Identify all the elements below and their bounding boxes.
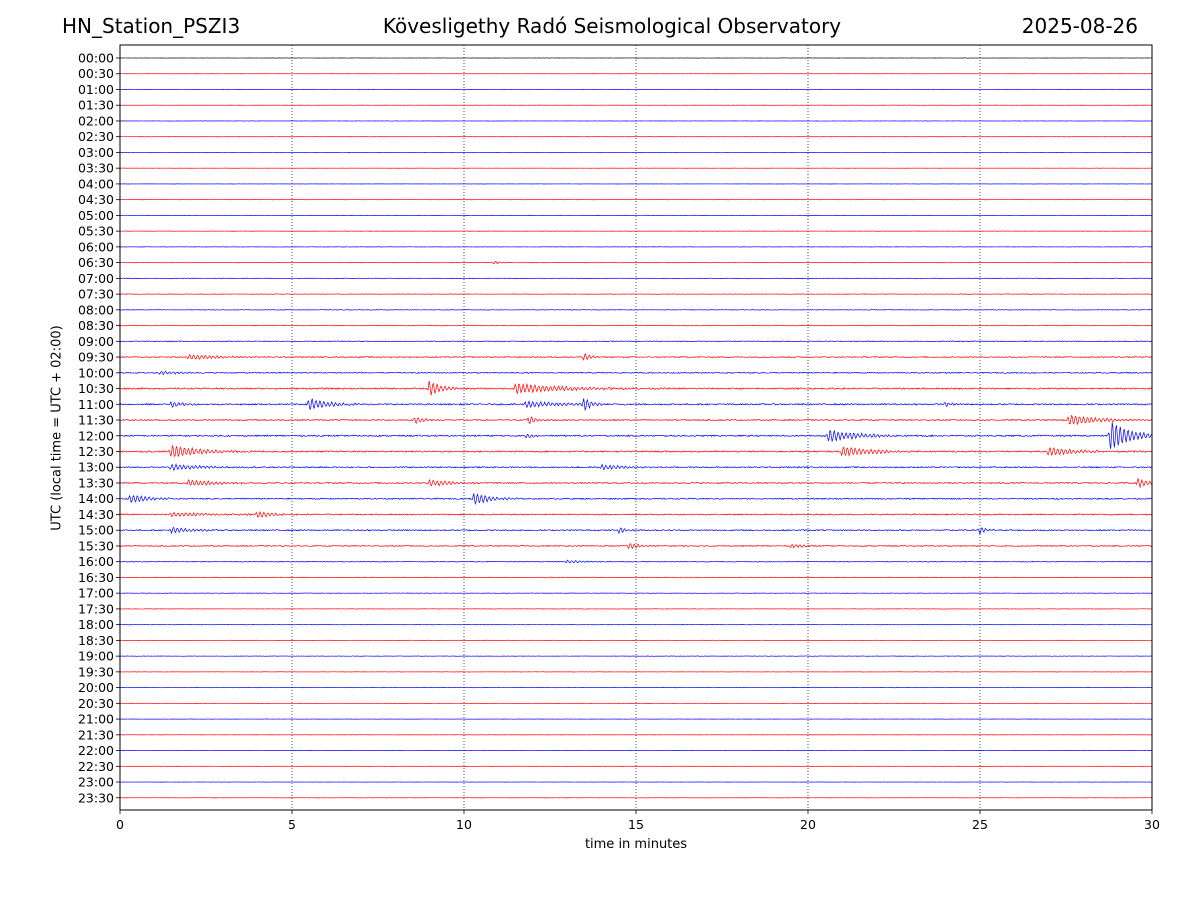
y-tick-label: 20:00	[78, 680, 114, 695]
y-tick-label: 10:30	[78, 381, 114, 396]
y-tick-label: 07:00	[78, 271, 114, 286]
y-tick-label: 23:30	[78, 790, 114, 805]
y-tick-label: 13:30	[78, 475, 114, 490]
y-axis-label: UTC (local time = UTC + 02:00)	[49, 325, 65, 531]
x-axis-label: time in minutes	[584, 837, 688, 852]
trace-1600	[119, 559, 1153, 564]
x-tick-label: 10	[456, 817, 472, 832]
y-tick-label: 16:30	[78, 570, 114, 585]
y-tick-label: 04:00	[78, 176, 114, 191]
y-tick-label: 16:00	[78, 554, 114, 569]
y-tick-label: 07:30	[78, 287, 114, 302]
y-tick-label: 09:30	[78, 350, 114, 365]
trace-1630	[120, 576, 1153, 579]
trace-0630	[119, 260, 1153, 265]
x-tick-label: 25	[972, 817, 988, 832]
y-tick-label: 18:00	[78, 617, 114, 632]
y-tick-label: 22:30	[78, 759, 114, 774]
trace-1530	[119, 543, 1153, 550]
y-tick-label: 23:00	[78, 775, 114, 790]
y-tick-label: 06:00	[78, 239, 114, 254]
y-tick-label: 00:30	[78, 66, 114, 81]
trace-1400	[119, 493, 1153, 505]
trace-1230	[119, 444, 1153, 458]
y-tick-label: 06:30	[78, 255, 114, 270]
y-tick-label: 01:00	[78, 82, 114, 97]
y-tick-label: 21:00	[78, 712, 114, 727]
y-tick-label: 10:00	[78, 365, 114, 380]
trace-1100	[119, 398, 1153, 412]
trace-1130	[119, 414, 1153, 426]
y-tick-label: 18:30	[78, 633, 114, 648]
y-tick-label: 22:00	[78, 743, 114, 758]
x-tick-label: 0	[116, 817, 124, 832]
trace-0830	[119, 324, 1153, 327]
x-tick-label: 20	[800, 817, 816, 832]
y-tick-label: 12:30	[78, 444, 114, 459]
trace-1500	[119, 527, 1153, 535]
trace-1000	[119, 370, 1153, 376]
trace-1030	[119, 380, 1153, 396]
trace-1200	[119, 422, 1153, 449]
y-tick-label: 01:30	[78, 98, 114, 113]
trace-0800	[119, 309, 1152, 311]
y-tick-label: 04:30	[78, 192, 114, 207]
y-tick-label: 08:00	[78, 302, 114, 317]
chart-title: Kövesligethy Radó Seismological Observat…	[382, 14, 842, 38]
y-tick-label: 02:30	[78, 129, 114, 144]
x-tick-label: 15	[628, 817, 644, 832]
y-tick-label: 14:30	[78, 507, 114, 522]
trace-0730	[119, 293, 1153, 295]
y-tick-label: 15:00	[78, 523, 114, 538]
y-tick-label: 11:00	[78, 397, 114, 412]
y-tick-label: 09:00	[78, 334, 114, 349]
y-tick-label: 03:30	[78, 161, 114, 176]
y-tick-label: 08:30	[78, 318, 114, 333]
trace-0900	[119, 340, 1153, 343]
y-tick-label: 05:00	[78, 208, 114, 223]
trace-0700	[119, 277, 1153, 280]
trace-0930	[119, 352, 1153, 361]
trace-1300	[119, 463, 1153, 471]
y-tick-label: 14:00	[78, 491, 114, 506]
y-tick-label: 20:30	[78, 696, 114, 711]
y-tick-label: 19:30	[78, 664, 114, 679]
y-tick-label: 05:30	[78, 224, 114, 239]
trace-1330	[119, 477, 1153, 489]
y-tick-label: 17:00	[78, 586, 114, 601]
trace-1430	[119, 510, 1153, 518]
x-tick-label: 30	[1144, 817, 1160, 832]
x-tick-label: 5	[288, 817, 296, 832]
y-tick-label: 03:00	[78, 145, 114, 160]
y-tick-label: 19:00	[78, 649, 114, 664]
y-tick-label: 00:00	[78, 51, 114, 66]
y-tick-label: 17:30	[78, 601, 114, 616]
y-tick-label: 13:00	[78, 460, 114, 475]
y-tick-label: 11:30	[78, 413, 114, 428]
chart-date: 2025-08-26	[1021, 14, 1138, 38]
y-tick-label: 02:00	[78, 113, 114, 128]
y-tick-label: 15:30	[78, 538, 114, 553]
y-tick-label: 12:00	[78, 428, 114, 443]
y-tick-label: 21:30	[78, 727, 114, 742]
station-name: HN_Station_PSZI3	[62, 14, 241, 38]
